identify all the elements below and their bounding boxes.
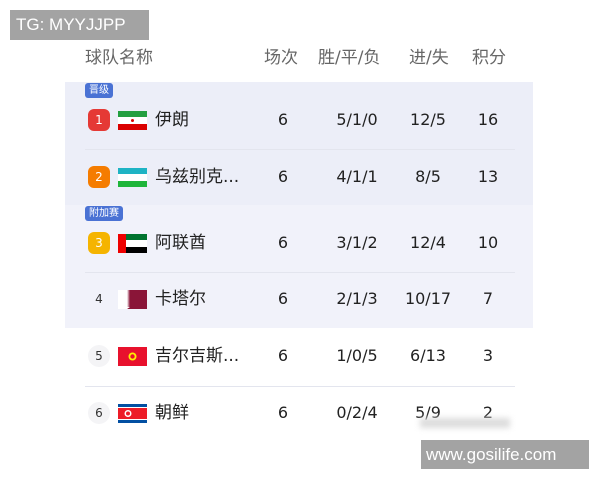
played: 6	[277, 233, 289, 252]
goals: 12/4	[410, 233, 446, 252]
points: 13	[477, 167, 499, 186]
points: 7	[482, 289, 494, 308]
team-name: 朝鲜	[155, 403, 189, 423]
wdl: 3/1/2	[336, 233, 378, 252]
watermark-top: TG: MYYJJPP	[10, 10, 149, 40]
header-points: 积分	[472, 48, 506, 68]
iran-flag-icon	[118, 111, 147, 130]
played: 6	[277, 289, 289, 308]
wdl: 1/0/5	[336, 346, 378, 365]
header-played: 场次	[264, 48, 298, 68]
goals: 8/5	[415, 167, 441, 186]
rank-badge: 1	[88, 109, 110, 131]
team-name: 阿联酋	[155, 233, 206, 253]
team-name: 乌兹别克...	[155, 167, 240, 187]
north-korea-flag-icon	[118, 404, 147, 423]
watermark-bottom: www.gosilife.com	[421, 440, 589, 469]
divider	[85, 149, 515, 150]
header-team: 球队名称	[85, 48, 153, 68]
header-wdl: 胜/平/负	[318, 48, 381, 68]
playoff-tag: 附加赛	[85, 206, 123, 221]
table-row[interactable]: 1 伊朗 6 5/1/0 12/5 16	[0, 105, 600, 135]
rank-badge: 6	[88, 402, 110, 424]
table-row[interactable]: 4 卡塔尔 6 2/1/3 10/17 7	[0, 284, 600, 314]
wdl: 5/1/0	[336, 110, 378, 129]
goals: 6/13	[410, 346, 446, 365]
table-row[interactable]: 3 阿联酋 6 3/1/2 12/4 10	[0, 228, 600, 258]
rank-badge: 4	[95, 292, 103, 306]
qatar-flag-icon	[118, 290, 147, 309]
header-goals: 进/失	[409, 48, 449, 68]
rank-badge: 3	[88, 232, 110, 254]
team-name: 卡塔尔	[155, 289, 206, 309]
points: 10	[477, 233, 499, 252]
played: 6	[277, 403, 289, 422]
divider	[85, 272, 515, 273]
goals: 10/17	[404, 289, 452, 308]
table-row[interactable]: 5 吉尔吉斯... 6 1/0/5 6/13 3	[0, 341, 600, 371]
rank-badge: 2	[88, 166, 110, 188]
team-name: 伊朗	[155, 110, 189, 130]
uae-flag-icon	[118, 234, 147, 253]
kyrgyzstan-flag-icon	[118, 347, 147, 366]
divider	[85, 386, 515, 387]
played: 6	[277, 167, 289, 186]
promotion-tag: 晋级	[85, 83, 113, 98]
blurred-area	[420, 418, 510, 428]
points: 3	[482, 346, 494, 365]
rank-badge: 5	[88, 345, 110, 367]
wdl: 4/1/1	[336, 167, 378, 186]
wdl: 2/1/3	[336, 289, 378, 308]
uzbekistan-flag-icon	[118, 168, 147, 187]
wdl: 0/2/4	[336, 403, 378, 422]
table-row[interactable]: 2 乌兹别克... 6 4/1/1 8/5 13	[0, 162, 600, 192]
played: 6	[277, 346, 289, 365]
points: 16	[477, 110, 499, 129]
team-name: 吉尔吉斯...	[155, 346, 240, 366]
table-row[interactable]: 6 朝鲜 6 0/2/4 5/9 2	[0, 398, 600, 428]
points: 2	[482, 403, 494, 422]
played: 6	[277, 110, 289, 129]
goals: 12/5	[410, 110, 446, 129]
goals: 5/9	[415, 403, 441, 422]
